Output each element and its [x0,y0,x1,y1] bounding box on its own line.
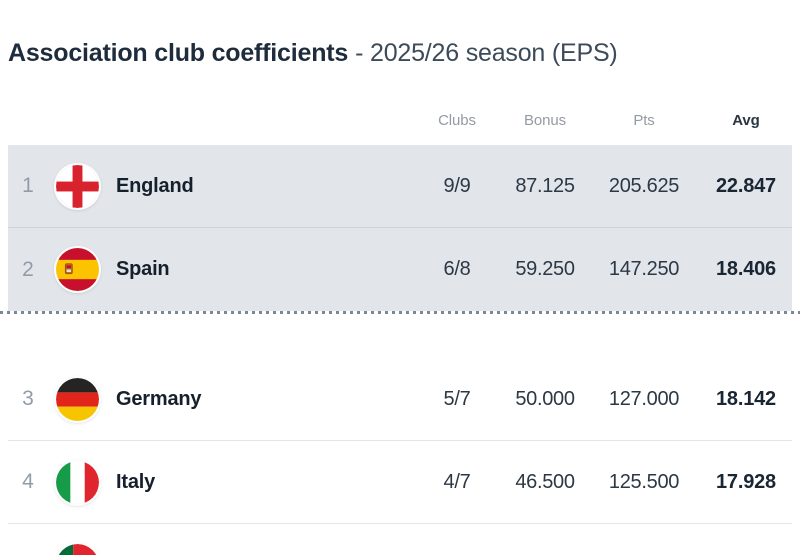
column-header-avg: Avg [732,112,760,129]
portugal-flag-icon [48,544,106,555]
bonus-value: 59.250 [515,258,575,280]
table-row-portugal[interactable]: 5 Portugal 3/5 30.000 85.000 17.000 [8,524,792,555]
rank-label: 3 [22,387,34,410]
avg-value: 22.847 [716,174,776,197]
table-row-germany[interactable]: 3 Germany 5/7 50.000 127.000 18.142 [8,358,792,441]
qualification-cutoff-line [0,311,800,315]
country-name: Spain [116,258,170,280]
country-name: Germany [116,387,202,410]
association-coefficients-page: Association club coefficients - 2025/26 … [0,38,800,555]
clubs-value: 4/7 [443,470,471,493]
pts-value: 127.000 [608,387,680,410]
pts-value: 205.625 [608,174,680,197]
table-row-england[interactable]: 1 England 9/9 87.125 205.625 22.847 [8,145,792,228]
clubs-value: 5/7 [443,387,471,410]
page-title-main: Association club coefficients [8,39,349,67]
table-header-row: Clubs Bonus Pts Avg [0,112,800,145]
spain-flag-icon [48,248,106,291]
country-name: Italy [116,470,156,493]
germany-flag-icon [48,377,106,421]
coefficients-table: Clubs Bonus Pts Avg 1 England 9/9 87.1 [0,112,800,311]
column-header-pts: Pts [633,112,655,129]
bonus-value: 50.000 [515,387,575,410]
coefficients-table-below-cutoff: 3 Germany 5/7 50.000 127.000 18.142 4 [0,358,800,555]
pts-value: 125.500 [608,470,680,493]
italy-flag-icon [48,460,106,504]
rank-label: 1 [22,174,34,197]
avg-value: 17.928 [716,470,776,493]
rank-label: 2 [22,257,34,281]
column-header-bonus: Bonus [523,112,567,129]
page-title-season: - 2025/26 season (EPS) [355,39,618,67]
avg-value: 18.406 [716,258,776,280]
column-header-clubs: Clubs [438,112,476,129]
bonus-value: 46.500 [515,470,575,493]
avg-value: 18.142 [716,387,776,410]
rank-label: 5 [8,554,48,555]
page-title: Association club coefficients - 2025/26 … [8,38,792,69]
bonus-value: 87.125 [515,174,575,197]
rank-label: 4 [22,470,34,493]
pts-value: 147.250 [608,258,680,280]
country-name: England [116,174,194,197]
england-flag-icon [48,164,106,208]
table-row-spain[interactable]: 2 Spain 6/8 59.250 147.250 [8,228,792,311]
clubs-value: 6/8 [443,258,471,280]
table-row-italy[interactable]: 4 Italy 4/7 46.500 125.500 17.928 [8,441,792,524]
clubs-value: 9/9 [443,174,471,197]
